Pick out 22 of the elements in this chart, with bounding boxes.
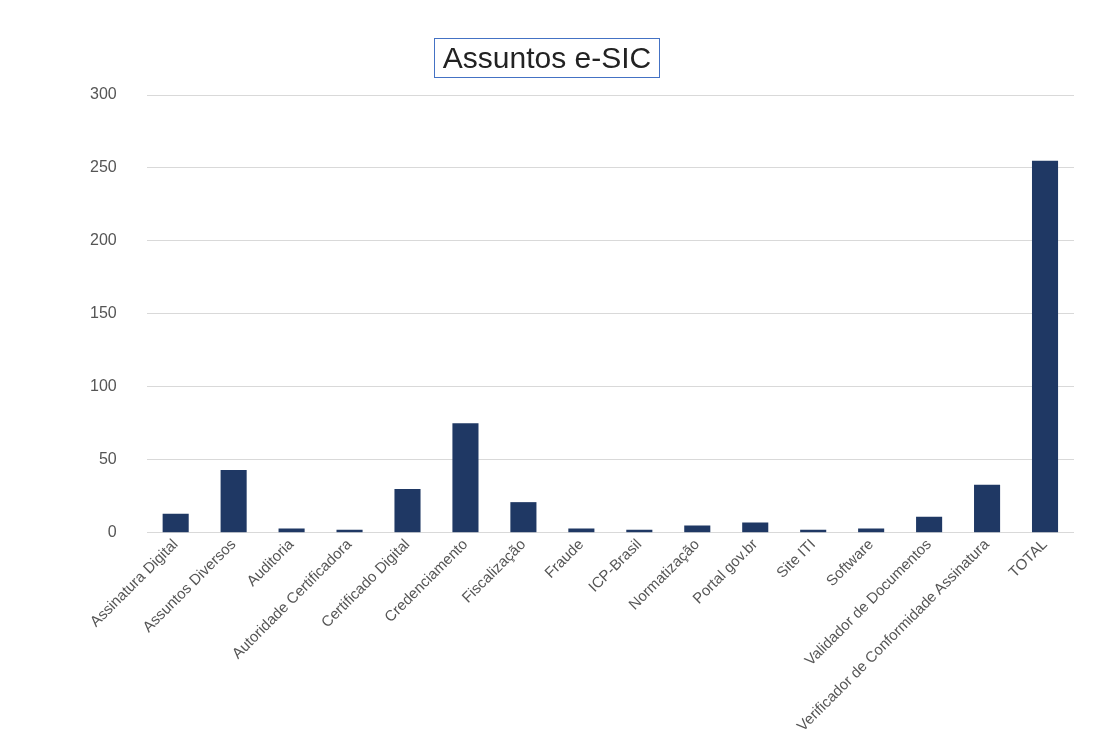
- bar: [278, 528, 305, 533]
- y-tick-label: 150: [89, 304, 117, 322]
- bar: [568, 528, 595, 533]
- chart-title: Assuntos e-SIC: [433, 38, 661, 78]
- y-tick-label: 250: [89, 158, 117, 176]
- bar: [452, 423, 479, 533]
- y-tick-label: 50: [98, 450, 117, 468]
- x-tick-label: Site ITI: [772, 535, 819, 581]
- y-tick-label: 300: [89, 85, 117, 103]
- bar: [684, 525, 711, 533]
- y-tick-label: 0: [107, 523, 117, 541]
- bar: [220, 470, 247, 533]
- y-tick-label: 100: [89, 377, 117, 395]
- bar: [162, 513, 189, 533]
- y-tick-label: 200: [89, 231, 117, 249]
- bar: [510, 502, 537, 533]
- bar: [974, 484, 1001, 533]
- bar: [916, 516, 943, 533]
- bar: [394, 489, 421, 533]
- bar: [742, 522, 769, 533]
- bar: [858, 528, 885, 533]
- bar: [1031, 160, 1059, 533]
